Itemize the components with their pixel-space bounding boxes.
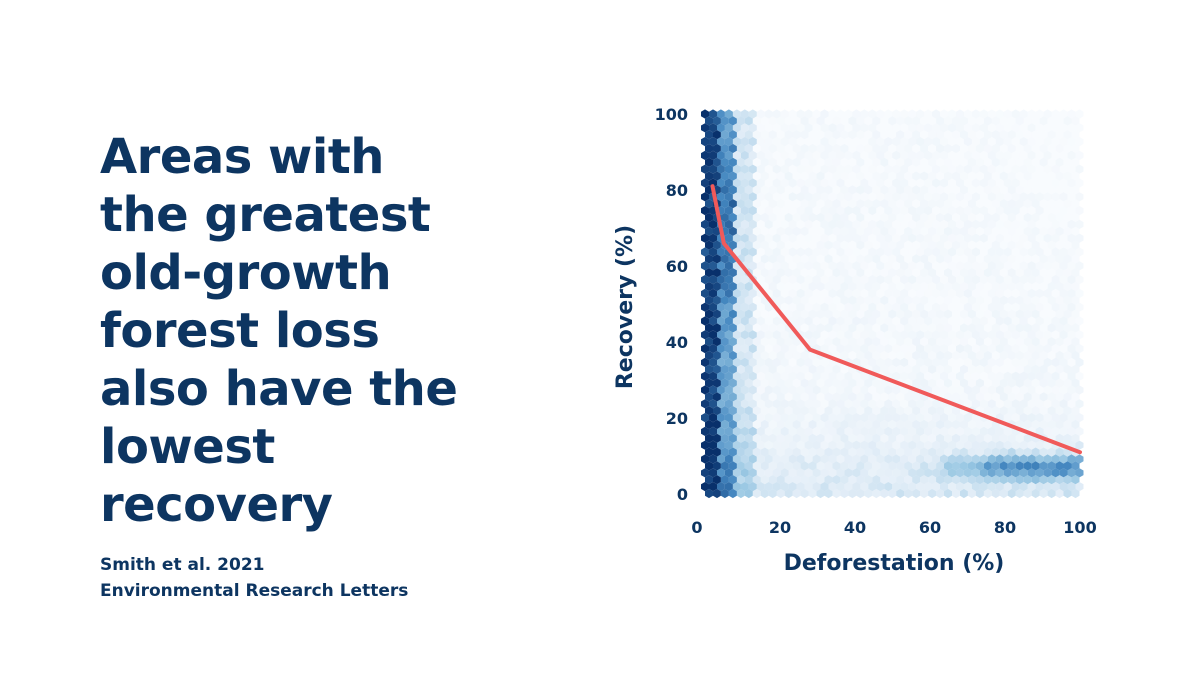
headline-line: old-growth [100, 245, 392, 301]
x-tick-label: 60 [919, 518, 941, 537]
y-tick-label: 20 [666, 409, 688, 428]
trend-line [710, 184, 1082, 455]
headline-line: also have the [100, 361, 458, 417]
x-tick-label: 0 [691, 518, 702, 537]
y-axis-ticks: 0 20 40 60 80 100 [655, 105, 688, 504]
x-tick-label: 40 [844, 518, 866, 537]
headline-line: recovery [100, 477, 333, 533]
headline-line: Areas with [100, 129, 384, 185]
hexbin-layer [701, 109, 1084, 499]
x-tick-label: 20 [769, 518, 791, 537]
x-axis-ticks: 0 20 40 60 80 100 [691, 518, 1096, 537]
y-tick-label: 80 [666, 181, 688, 200]
headline-line: the greatest [100, 187, 431, 243]
y-tick-label: 40 [666, 333, 688, 352]
x-axis-label: Deforestation (%) [784, 551, 1005, 576]
y-tick-label: 0 [677, 485, 688, 504]
x-tick-label: 80 [994, 518, 1016, 537]
y-axis-label: Recovery (%) [613, 225, 638, 389]
y-tick-label: 100 [655, 105, 688, 124]
x-tick-label: 100 [1063, 518, 1096, 537]
headline-line: lowest [100, 419, 275, 475]
citation-journal: Environmental Research Letters [100, 581, 409, 601]
y-tick-label: 60 [666, 257, 688, 276]
headline-line: forest loss [100, 303, 380, 359]
citation-authors: Smith et al. 2021 [100, 555, 265, 575]
headline: Areas with the greatest old-growth fores… [100, 128, 520, 534]
citation: Smith et al. 2021 Environmental Research… [100, 552, 408, 604]
